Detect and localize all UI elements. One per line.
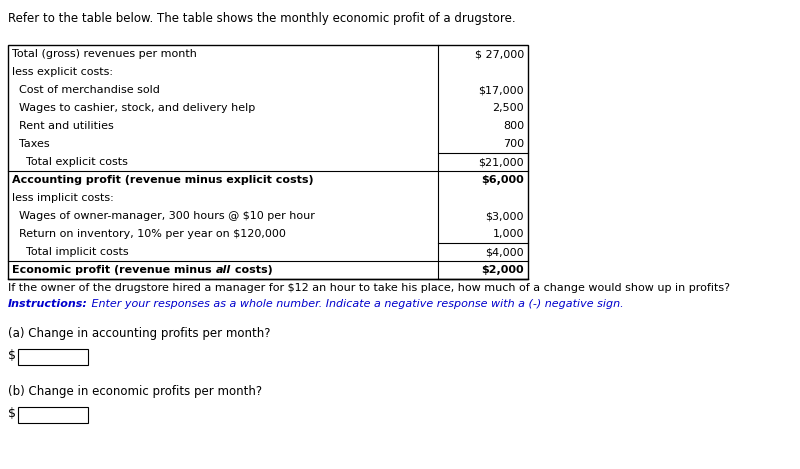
Text: Total implicit costs: Total implicit costs [12,247,129,257]
Text: costs): costs) [230,265,273,275]
Text: $2,000: $2,000 [482,265,524,275]
Text: Cost of merchandise sold: Cost of merchandise sold [12,85,160,95]
Text: $6,000: $6,000 [482,175,524,185]
Text: Economic profit (revenue minus: Economic profit (revenue minus [12,265,215,275]
Text: Wages of owner-manager, 300 hours @ $10 per hour: Wages of owner-manager, 300 hours @ $10 … [12,211,315,221]
Text: (b) Change in economic profits per month?: (b) Change in economic profits per month… [8,385,262,398]
Text: Accounting profit (revenue minus explicit costs): Accounting profit (revenue minus explici… [12,175,314,185]
Text: 2,500: 2,500 [492,103,524,113]
Text: less explicit costs:: less explicit costs: [12,67,113,77]
Text: Instructions:: Instructions: [8,299,88,309]
Text: 800: 800 [503,121,524,131]
Text: Taxes: Taxes [12,139,50,149]
Bar [18,349,88,365]
Text: $ 27,000: $ 27,000 [474,49,524,59]
Text: Total (gross) revenues per month: Total (gross) revenues per month [12,49,197,59]
Text: $: $ [8,407,16,420]
Bar [8,45,528,279]
Text: If the owner of the drugstore hired a manager for $12 an hour to take his place,: If the owner of the drugstore hired a ma… [8,283,730,293]
Text: $3,000: $3,000 [486,211,524,221]
Text: Wages to cashier, stock, and delivery help: Wages to cashier, stock, and delivery he… [12,103,255,113]
Text: Rent and utilities: Rent and utilities [12,121,114,131]
Bar [18,407,88,423]
Text: Enter your responses as a whole number. Indicate a negative response with a (-) : Enter your responses as a whole number. … [88,299,623,309]
Text: Refer to the table below. The table shows the monthly economic profit of a drugs: Refer to the table below. The table show… [8,12,516,25]
Text: less implicit costs:: less implicit costs: [12,193,114,203]
Text: $21,000: $21,000 [478,157,524,167]
Text: 1,000: 1,000 [493,229,524,239]
Text: all: all [215,265,230,275]
Text: $: $ [8,349,16,362]
Text: (a) Change in accounting profits per month?: (a) Change in accounting profits per mon… [8,327,270,340]
Text: Return on inventory, 10% per year on $120,000: Return on inventory, 10% per year on $12… [12,229,286,239]
Text: $17,000: $17,000 [478,85,524,95]
Text: Total explicit costs: Total explicit costs [12,157,128,167]
Text: $4,000: $4,000 [486,247,524,257]
Text: 700: 700 [503,139,524,149]
